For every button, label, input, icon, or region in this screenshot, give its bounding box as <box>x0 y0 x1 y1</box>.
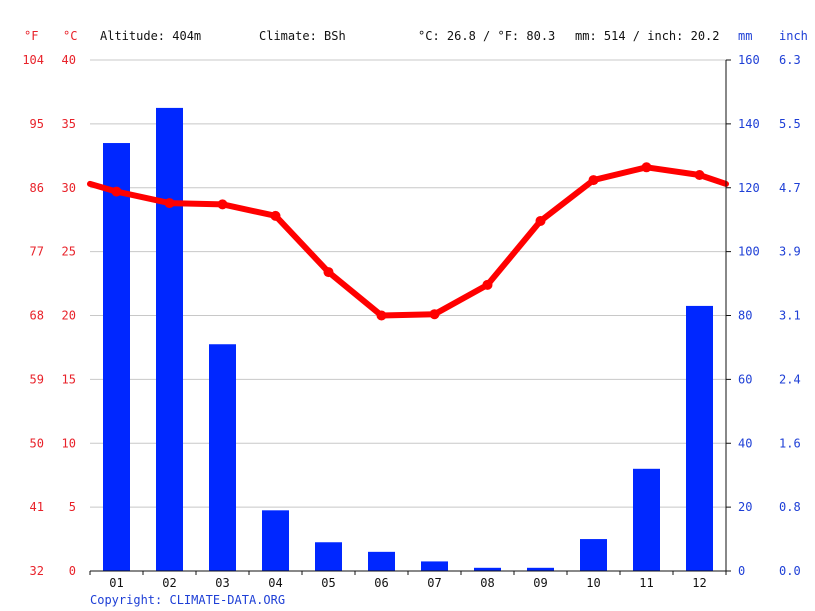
tick-label-inch: 5.5 <box>779 117 801 131</box>
tick-label-inch: 3.1 <box>779 309 801 323</box>
temperature-point <box>111 186 122 197</box>
climate-label: Climate: BSh <box>259 29 346 43</box>
tick-label-inch: 0.0 <box>779 564 801 578</box>
tick-label-f: 104 <box>22 53 44 67</box>
tick-label-mm: 0 <box>738 564 745 578</box>
unit-mm-label: mm <box>738 29 752 43</box>
temperature-point <box>376 310 387 321</box>
temperature-point <box>270 210 281 221</box>
tick-label-inch: 3.9 <box>779 245 801 259</box>
month-label: 02 <box>162 576 176 590</box>
precipitation-bar <box>103 143 130 571</box>
tick-label-inch: 6.3 <box>779 53 801 67</box>
temperature-point <box>323 267 334 278</box>
copyright-label: Copyright: CLIMATE-DATA.ORG <box>90 593 285 607</box>
precipitation-bar <box>368 551 395 571</box>
tick-label-mm: 60 <box>738 372 752 386</box>
tick-label-c: 35 <box>62 117 76 131</box>
month-label: 11 <box>639 576 653 590</box>
temperature-line <box>87 162 729 321</box>
tick-label-c: 15 <box>62 372 76 386</box>
precipitation-bar <box>209 344 236 571</box>
temperature-point <box>535 215 546 226</box>
precipitation-bar <box>421 561 448 571</box>
temperature-average-label: °C: 26.8 / °F: 80.3 <box>418 29 555 43</box>
tick-label-inch: 2.4 <box>779 372 801 386</box>
tick-label-c: 40 <box>62 53 76 67</box>
precipitation-bar <box>315 542 342 571</box>
month-label: 03 <box>215 576 229 590</box>
precipitation-bar <box>262 510 289 571</box>
tick-label-f: 86 <box>30 181 44 195</box>
month-label: 12 <box>692 576 706 590</box>
tick-label-mm: 160 <box>738 53 760 67</box>
precipitation-bar <box>633 468 660 571</box>
precipitation-total-label: mm: 514 / inch: 20.2 <box>575 29 720 43</box>
unit-celsius-label: °C <box>63 29 77 43</box>
temperature-point <box>217 199 228 210</box>
precipitation-bars <box>103 107 713 571</box>
tick-label-f: 95 <box>30 117 44 131</box>
temperature-point <box>482 279 493 290</box>
tick-label-c: 20 <box>62 309 76 323</box>
tick-label-c: 0 <box>69 564 76 578</box>
temperature-point <box>429 309 440 320</box>
unit-fahrenheit-label: °F <box>24 29 38 43</box>
tick-label-c: 5 <box>69 500 76 514</box>
tick-label-mm: 20 <box>738 500 752 514</box>
precipitation-bar <box>527 567 554 571</box>
tick-label-inch: 0.8 <box>779 500 801 514</box>
temperature-line-path <box>87 164 729 319</box>
tick-labels: 104 40 160 6.395 35 140 5.586 30 120 4.777 25 100 3.… <box>22 53 800 590</box>
tick-label-c: 10 <box>62 436 76 450</box>
tick-label-mm: 40 <box>738 436 752 450</box>
month-label: 05 <box>321 576 335 590</box>
altitude-label: Altitude: 404m <box>100 29 201 43</box>
precipitation-bar <box>580 539 607 571</box>
temperature-point <box>641 162 652 173</box>
tick-label-mm: 80 <box>738 309 752 323</box>
tick-label-inch: 4.7 <box>779 181 801 195</box>
tick-label-mm: 140 <box>738 117 760 131</box>
tick-label-inch: 1.6 <box>779 436 801 450</box>
gridlines <box>90 59 726 508</box>
tick-label-mm: 100 <box>738 245 760 259</box>
tick-label-mm: 120 <box>738 181 760 195</box>
month-label: 06 <box>374 576 388 590</box>
tick-label-c: 25 <box>62 245 76 259</box>
temperature-point <box>694 169 705 180</box>
axes <box>89 59 731 575</box>
tick-label-f: 59 <box>30 372 44 386</box>
tick-label-c: 30 <box>62 181 76 195</box>
month-label: 09 <box>533 576 547 590</box>
tick-label-f: 77 <box>30 245 44 259</box>
temperature-point <box>164 198 175 209</box>
tick-label-f: 68 <box>30 309 44 323</box>
precipitation-bar <box>156 107 183 571</box>
tick-label-f: 41 <box>30 500 44 514</box>
precipitation-bar <box>686 305 713 571</box>
month-label: 07 <box>427 576 441 590</box>
month-label: 08 <box>480 576 494 590</box>
month-label: 04 <box>268 576 282 590</box>
precipitation-bar <box>474 567 501 571</box>
tick-label-f: 32 <box>30 564 44 578</box>
tick-label-f: 50 <box>30 436 44 450</box>
month-label: 01 <box>109 576 123 590</box>
unit-inch-label: inch <box>779 29 808 43</box>
month-label: 10 <box>586 576 600 590</box>
temperature-point <box>588 175 599 186</box>
